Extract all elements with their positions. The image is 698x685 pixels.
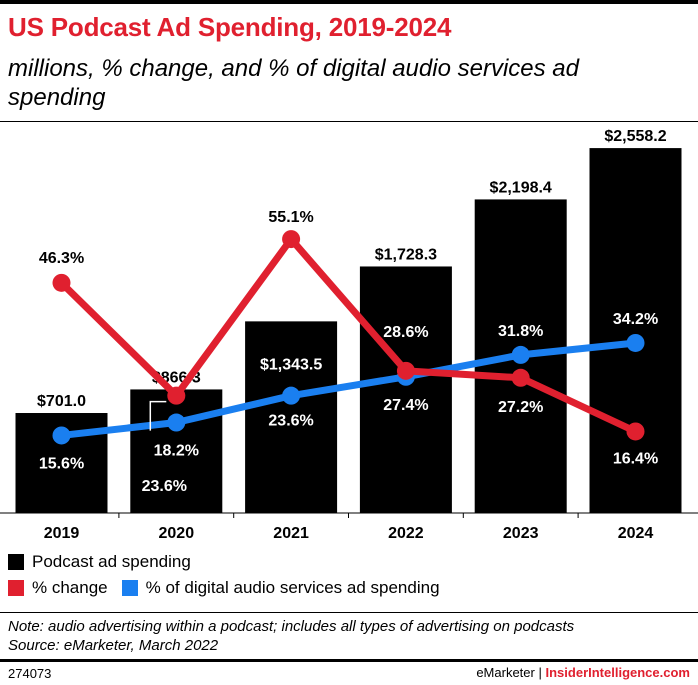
change-point-2022: [396, 361, 415, 380]
share-label-2023: 31.8%: [498, 323, 543, 340]
change-label-2020: 23.6%: [142, 478, 187, 495]
share-point-2024: [626, 333, 645, 352]
legend-row-1: Podcast ad spending: [8, 551, 205, 573]
bar-2021: [245, 321, 338, 513]
x-tick-label-2023: 2023: [503, 525, 539, 542]
top-rule: [0, 0, 698, 4]
publisher-name: eMarketer: [476, 665, 535, 680]
change-point-2019: [52, 273, 71, 292]
change-point-2024: [626, 422, 645, 441]
bar-2022: [359, 266, 452, 513]
chart-id: 274073: [8, 666, 52, 681]
legend-item-change: % change: [8, 578, 108, 598]
bar-value-label-2019: $701.0: [37, 393, 86, 410]
legend-label-bars: Podcast ad spending: [32, 552, 191, 571]
footer-credits: eMarketer | InsiderIntelligence.com: [476, 665, 690, 680]
notes-divider: [0, 612, 698, 613]
legend-label-share: % of digital audio services ad spending: [145, 578, 440, 597]
share-line: [58, 339, 639, 439]
change-point-2020: [167, 386, 186, 405]
legend-item-share: % of digital audio services ad spending: [121, 578, 440, 598]
bar-2020: [130, 389, 223, 513]
change-label-2023: 27.2%: [498, 399, 543, 416]
legend-swatch-bars: [8, 554, 24, 570]
change-leader-2020: [149, 400, 167, 431]
share-point-2020: [167, 413, 186, 432]
legend-label-change: % change: [32, 578, 108, 597]
bar-value-label-2021: $1,343.5: [260, 356, 322, 373]
change-label-2019: 46.3%: [39, 250, 84, 267]
footer-divider: [0, 659, 698, 662]
bar-2024: [589, 148, 682, 513]
x-tick-label-2022: 2022: [388, 525, 424, 542]
brand-link[interactable]: InsiderIntelligence.com: [545, 665, 691, 680]
share-label-2020: 18.2%: [154, 443, 199, 460]
chart-subtitle: millions, % change, and % of digital aud…: [8, 55, 579, 111]
change-label-2024: 16.4%: [613, 450, 658, 467]
share-point-2019: [52, 426, 71, 445]
legend-row-2: % change % of digital audio services ad …: [8, 577, 454, 599]
note-text: Note: audio advertising within a podcast…: [8, 618, 575, 635]
change-label-2022: 28.6%: [383, 324, 428, 341]
bar-value-label-2023: $2,198.4: [490, 179, 552, 196]
legend-item-bars: Podcast ad spending: [8, 552, 191, 572]
x-tick-label-2024: 2024: [618, 525, 654, 542]
footer-separator: |: [538, 665, 542, 680]
footnote: Note: audio advertising within a podcast…: [8, 617, 574, 655]
x-tick-label-2019: 2019: [44, 525, 80, 542]
share-point-2021: [282, 386, 301, 405]
change-point-2023: [511, 368, 530, 387]
x-tick-label-2021: 2021: [273, 525, 309, 542]
change-point-2021: [282, 230, 301, 249]
share-point-2023: [511, 345, 530, 364]
legend-swatch-share: [121, 580, 138, 596]
change-line: [58, 235, 639, 435]
source-text: Source: eMarketer, March 2022: [8, 637, 219, 654]
header-divider: [0, 121, 698, 122]
share-label-2024: 34.2%: [613, 311, 658, 328]
share-label-2021: 23.6%: [268, 413, 313, 430]
chart-title: US Podcast Ad Spending, 2019-2024: [8, 12, 452, 42]
share-label-2022: 27.4%: [383, 397, 428, 414]
share-label-2019: 15.6%: [39, 455, 84, 472]
chart-plot: $701.0$866.3$1,343.5$1,728.3$2,198.4$2,5…: [0, 128, 698, 542]
bar-value-label-2022: $1,728.3: [375, 246, 437, 263]
legend-swatch-change: [8, 580, 24, 596]
x-tick-label-2020: 2020: [159, 525, 195, 542]
bar-value-label-2024: $2,558.2: [604, 128, 666, 145]
change-label-2021: 55.1%: [268, 209, 313, 226]
